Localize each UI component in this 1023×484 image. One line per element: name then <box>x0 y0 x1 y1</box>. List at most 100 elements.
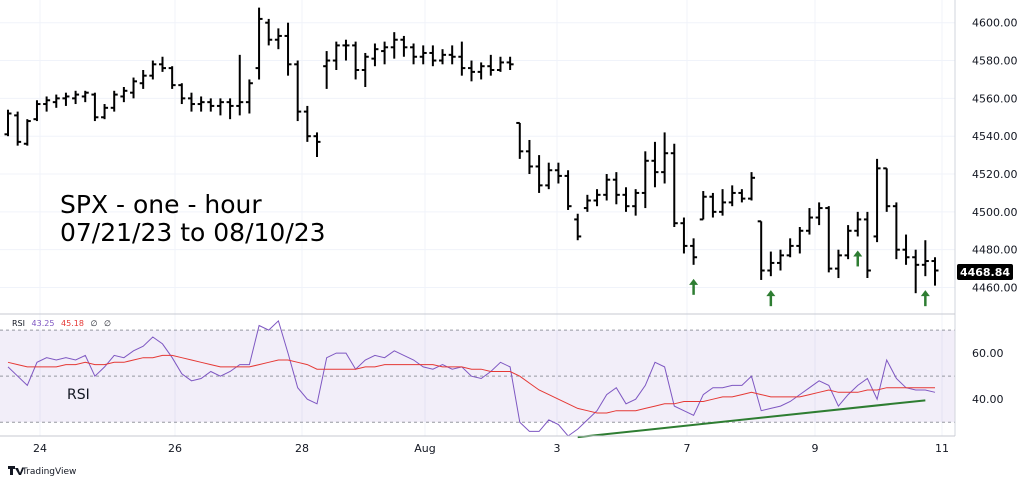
ohlc-bar <box>159 56 166 72</box>
ohlc-bar <box>178 83 186 105</box>
time-tick-label: 24 <box>33 442 47 455</box>
ohlc-bar <box>844 225 852 260</box>
ohlc-bar <box>303 105 311 142</box>
up-arrow-head <box>689 278 699 285</box>
ohlc-bar <box>207 98 215 112</box>
ohlc-bar <box>4 109 12 137</box>
ohlc-bar <box>168 66 176 89</box>
ohlc-bar <box>709 192 717 218</box>
ohlc-bar <box>139 69 147 89</box>
tradingview-logo: TradingView <box>8 466 76 477</box>
ohlc-bar <box>690 238 698 265</box>
up-arrow-head <box>766 290 776 297</box>
rsi-axis: 40.00 60.00 <box>972 347 1004 406</box>
ohlc-bar <box>216 98 224 116</box>
ohlc-bar <box>670 143 678 227</box>
ohlc-bar <box>400 35 408 57</box>
ohlc-bar <box>699 191 707 221</box>
ohlc-bar <box>361 52 369 88</box>
ohlc-bar <box>506 56 514 70</box>
ohlc-bar <box>371 43 379 67</box>
ohlc-bar <box>245 79 253 114</box>
price-tick-label: 4600.00 <box>972 17 1018 30</box>
ohlc-bar <box>738 189 746 203</box>
rsi-legend-empty-2: ∅ <box>104 319 111 328</box>
ohlc-bar <box>622 187 630 212</box>
ohlc-bar <box>274 28 282 50</box>
ohlc-bar <box>641 151 649 209</box>
ohlc-bar <box>91 92 99 122</box>
ohlc-bar <box>52 94 60 108</box>
rsi-band <box>0 329 955 423</box>
chart-title-line-2: 07/21/23 to 08/10/23 <box>60 218 326 247</box>
ohlc-bar <box>815 202 823 226</box>
ohlc-bar <box>612 172 620 205</box>
ohlc-bar <box>574 213 582 241</box>
price-tick-label: 4520.00 <box>972 168 1018 181</box>
ohlc-bar <box>632 189 640 216</box>
ohlc-bar <box>448 45 456 65</box>
price-tick-label: 4480.00 <box>972 244 1018 257</box>
ohlc-bar <box>545 162 553 190</box>
price-tick-label: 4560.00 <box>972 92 1018 105</box>
ohlc-bar <box>719 189 727 216</box>
last-price-value: 4468.84 <box>960 266 1010 279</box>
time-tick-label: 11 <box>935 442 949 455</box>
up-arrow-icon <box>766 290 776 307</box>
ohlc-bar <box>149 60 157 80</box>
rsi-line <box>7 319 936 437</box>
price-axis: 4460.00 4480.00 4500.00 4520.00 4540.00 4560.… <box>972 17 1018 295</box>
rsi-ma-line <box>7 354 935 414</box>
ohlc-bar <box>535 155 543 193</box>
ohlc-bar <box>81 90 89 103</box>
rsi-pane-label: RSI <box>67 387 90 403</box>
ohlc-bar <box>110 90 118 112</box>
ohlc-bar <box>825 206 833 273</box>
ohlc-bar <box>516 121 524 159</box>
ohlc-bar <box>187 92 195 112</box>
ohlc-bar <box>902 234 910 265</box>
ohlc-bar <box>332 41 340 70</box>
grid-lines <box>0 0 955 436</box>
ohlc-bar <box>651 141 659 188</box>
up-arrow-head <box>853 250 863 257</box>
ohlc-bar <box>419 45 427 65</box>
ohlc-bars <box>4 7 939 294</box>
ohlc-bar <box>284 22 292 76</box>
ohlc-bar <box>583 194 591 212</box>
rsi-legend-value: 43.25 <box>32 319 55 328</box>
ohlc-bar <box>410 43 418 65</box>
annotations <box>577 250 930 439</box>
ohlc-bar <box>767 251 775 277</box>
rsi-legend: RSI 43.25 45.18 ∅ ∅ <box>12 319 111 328</box>
ohlc-bar <box>352 41 360 80</box>
ohlc-bar <box>834 249 842 279</box>
ohlc-bar <box>130 77 138 99</box>
ohlc-bar <box>236 54 244 116</box>
ohlc-bar <box>439 49 447 65</box>
ohlc-bar <box>477 62 485 80</box>
ohlc-bar <box>786 238 794 258</box>
time-tick-label: 3 <box>554 442 561 455</box>
ohlc-bar <box>564 170 572 210</box>
last-price-tag <box>957 264 1013 280</box>
ohlc-bar <box>342 39 350 61</box>
ohlc-bar <box>294 60 302 122</box>
ohlc-bar <box>661 132 669 184</box>
ohlc-bar <box>390 32 398 59</box>
ohlc-bar <box>255 7 263 80</box>
up-arrow-icon <box>920 290 930 307</box>
up-arrow-head <box>920 290 930 297</box>
time-tick-label: 28 <box>295 442 309 455</box>
time-tick-label: 9 <box>812 442 819 455</box>
ohlc-bar <box>197 96 205 112</box>
ohlc-bar <box>883 167 891 212</box>
ohlc-bar <box>777 249 784 271</box>
ohlc-bar <box>796 226 804 254</box>
up-arrow-icon <box>853 250 863 267</box>
ohlc-bar <box>120 87 128 103</box>
tradingview-logo-icon <box>8 466 24 475</box>
time-tick-label: 26 <box>168 442 182 455</box>
ohlc-bar <box>487 54 495 76</box>
ohlc-bar <box>313 132 321 157</box>
